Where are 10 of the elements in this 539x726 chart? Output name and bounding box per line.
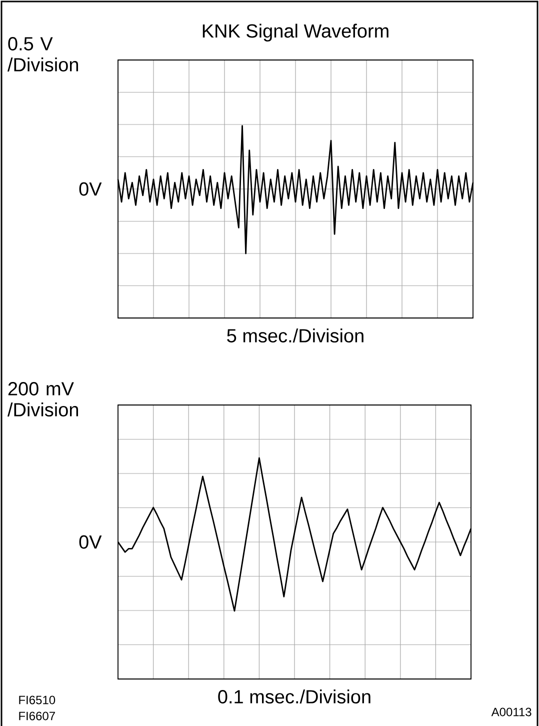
y-axis-title: 0.5 V /Division [7, 37, 78, 72]
text: FI6607 [19, 712, 55, 720]
text: 0V [79, 535, 102, 549]
chart-title: KNK Signal Waveform [202, 24, 388, 42]
text: 0V [79, 182, 102, 196]
text: FI6510 [19, 696, 56, 704]
text: A00113 [491, 708, 532, 716]
x-axis-title: 0.1 msec./Division [218, 690, 370, 704]
x-axis-title: 5 msec./Division [227, 328, 364, 342]
y-axis-title: 200 mV /Division [7, 382, 78, 416]
